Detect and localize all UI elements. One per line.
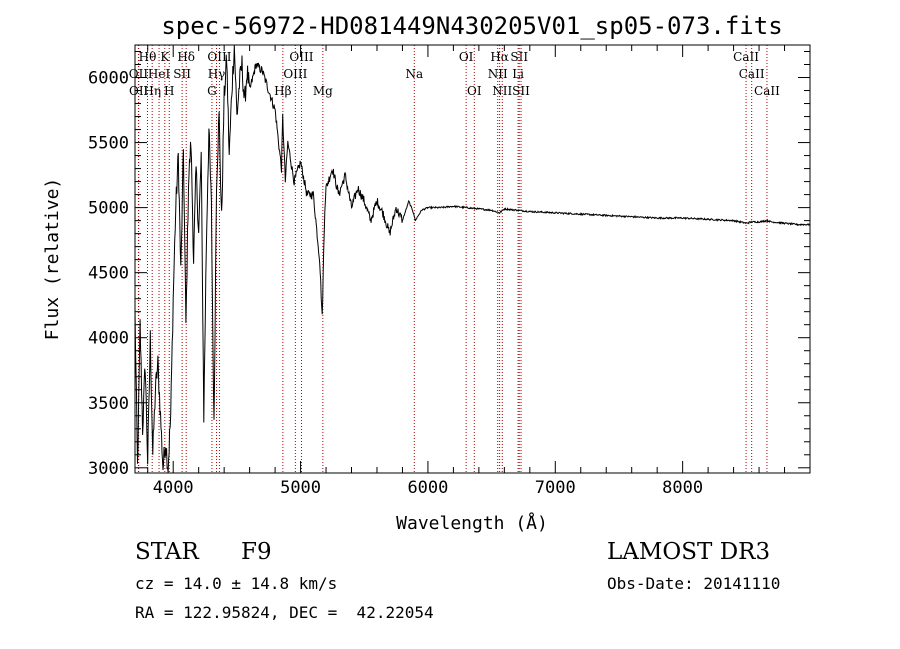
y-tick-label: 4000 [88,329,129,349]
x-tick-label: 7000 [535,478,576,498]
line-label: CaII [754,84,780,98]
line-label: K [160,50,170,64]
line-label: NII [488,67,508,81]
y-tick-label: 4500 [88,264,129,284]
y-tick-label: 5000 [88,199,129,219]
line-label: Hγ [208,67,226,81]
chart-title: spec-56972-HD081449N430205V01_sp05-073.f… [161,12,782,40]
line-label: Hδ [177,50,195,64]
line-label: OIII [283,67,307,81]
observation-date: Obs-Date: 20141110 [607,574,781,593]
line-label: Mg [313,84,333,98]
x-tick-label: 4000 [153,478,194,498]
line-label: SII [510,50,528,64]
y-tick-label: 6000 [88,69,129,89]
y-tick-label: 3500 [88,394,129,414]
line-label: OIII [207,50,231,64]
line-label: OIII [289,50,313,64]
line-label: SII [173,67,191,81]
x-tick-label: 5000 [280,478,321,498]
line-label: OI [467,84,482,98]
y-axis-label: Flux (relative) [42,178,63,341]
axes-layer: 4000 5000 6000 7000 8000 3000 3500 4000 4500 5000… [88,45,810,498]
y-tick-label: 5500 [88,134,129,154]
x-axis-label: Wavelength (Å) [396,512,548,534]
line-label: HeI [148,67,171,81]
plot-frame [134,44,811,474]
line-label: NII [492,84,512,98]
line-label: H [164,84,174,98]
line-label: Hθ [139,50,157,64]
survey-name: LAMOST DR3 [607,539,771,565]
object-class: STAR [135,539,199,565]
line-label: Na [405,67,423,81]
line-label: Li [512,67,524,81]
x-tick-label: 8000 [662,478,703,498]
line-label: SII [512,84,530,98]
line-label: CaII [739,67,765,81]
line-label: CaII [733,50,759,64]
line-label: OI [459,50,474,64]
y-tick-label: 3000 [88,459,129,479]
x-tick-label: 6000 [407,478,448,498]
spectrum-series [135,45,810,473]
object-subclass: F9 [241,539,272,565]
line-label: Hα [490,50,509,64]
line-label: Hη [143,84,161,98]
line-label: Hβ [274,84,291,98]
line-label: G [207,84,217,98]
coordinates: RA = 122.95824, DEC = 42.22054 [135,603,434,622]
redshift-cz: cz = 14.0 ± 14.8 km/s [135,574,338,593]
series-layer [135,45,810,473]
